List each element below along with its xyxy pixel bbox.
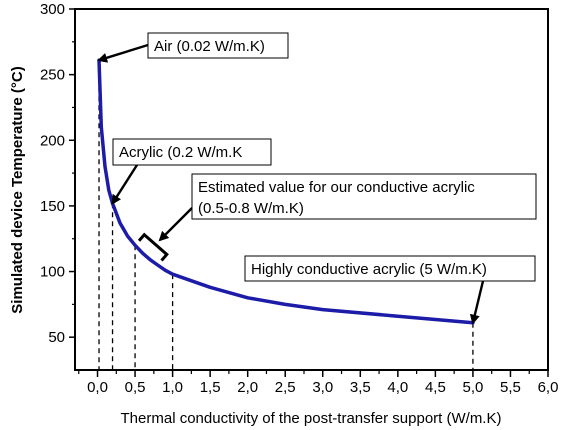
- y-axis-title: Simulated device Temperature (°C): [9, 66, 26, 313]
- x-tick-label: 0,5: [125, 379, 146, 396]
- x-tick-label: 5,5: [500, 379, 521, 396]
- y-tick-label: 150: [40, 198, 65, 215]
- x-tick-label: 4,5: [425, 379, 446, 396]
- annotation-arrow: [158, 207, 193, 242]
- annotation-arrow: [469, 280, 485, 325]
- x-tick-label: 4,0: [387, 379, 408, 396]
- x-tick-label: 5,0: [462, 379, 483, 396]
- x-axis-title: Thermal conductivity of the post-transfe…: [121, 410, 502, 427]
- annotation-box: [244, 255, 536, 282]
- annotation: Highly conductive acrylic (5 W/m.K): [244, 255, 536, 325]
- x-tick-label: 3,0: [312, 379, 333, 396]
- annotation-box: [191, 173, 537, 220]
- annotation-box: [147, 32, 289, 59]
- annotation-label: (0.5-0.8 W/m.K): [198, 200, 304, 217]
- annotation-label: Air (0.02 W/m.K): [154, 38, 265, 55]
- annotation-arrow: [111, 164, 139, 205]
- range-bracket: [137, 232, 169, 262]
- x-tick-label: 3,5: [350, 379, 371, 396]
- annotation: Air (0.02 W/m.K): [97, 32, 289, 63]
- annotation: Estimated value for our conductive acryl…: [158, 173, 537, 242]
- x-tick-label: 2,0: [237, 379, 258, 396]
- x-tick-label: 0,0: [87, 379, 108, 396]
- y-tick-label: 100: [40, 264, 65, 281]
- y-tick-label: 300: [40, 1, 65, 18]
- y-tick-label: 50: [48, 329, 65, 346]
- annotation-label: Acrylic (0.2 W/m.K: [119, 144, 242, 161]
- x-tick-label: 2,5: [275, 379, 296, 396]
- temperature-curve: [97, 58, 475, 325]
- annotation-arrow: [97, 43, 149, 63]
- annotation-label: Highly conductive acrylic (5 W/m.K): [251, 261, 487, 278]
- x-tick-label: 1,0: [162, 379, 183, 396]
- y-tick-label: 200: [40, 132, 65, 149]
- x-tick-label: 6,0: [538, 379, 559, 396]
- annotation: Acrylic (0.2 W/m.K: [111, 138, 272, 205]
- annotation-label: Estimated value for our conductive acryl…: [198, 179, 475, 196]
- y-tick-label: 250: [40, 67, 65, 84]
- x-tick-label: 1,5: [200, 379, 221, 396]
- annotation-box: [112, 138, 272, 166]
